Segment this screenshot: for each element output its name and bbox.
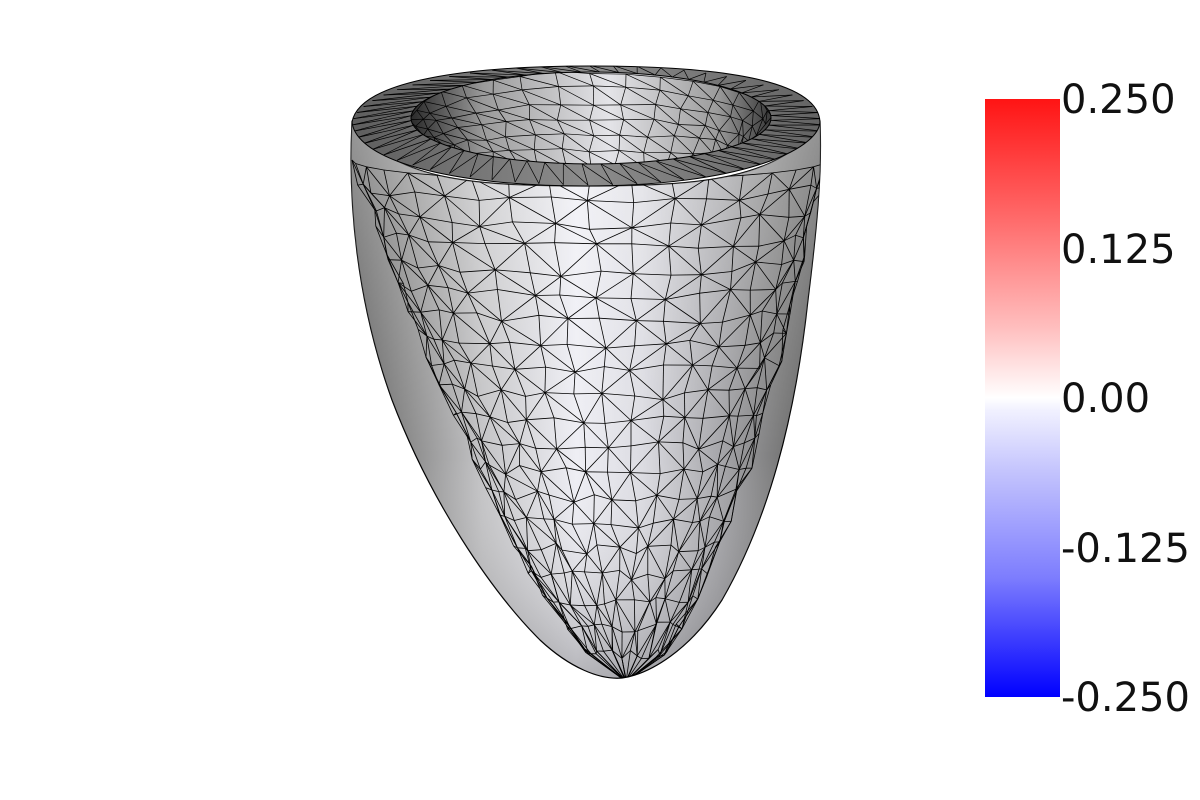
colorbar-tick-min: -0.250 [1061,675,1190,721]
colorbar-tick-lower: -0.125 [1061,526,1190,572]
colorbar-tick-max: 0.250 [1061,77,1176,123]
colorbar-tick-zero: 0.00 [1061,376,1151,422]
colorbar-gradient [985,99,1060,697]
colorbar-tick-upper: 0.125 [1061,227,1176,273]
colorbar [985,99,1060,697]
